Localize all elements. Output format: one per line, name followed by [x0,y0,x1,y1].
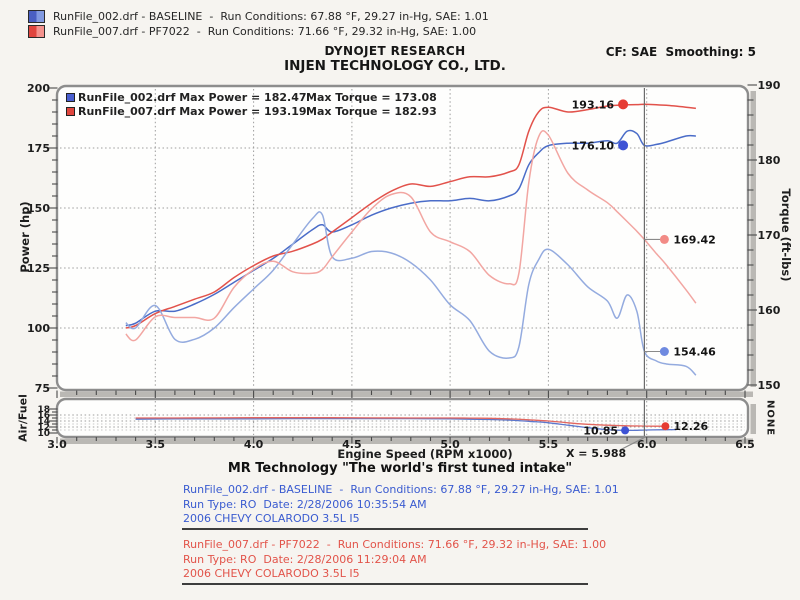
cursor-value-annotations: 193.16 176.10 169.42 154.46 10.85 12.26 [572,98,717,437]
torque-tick-label: 170 [758,229,781,242]
af-tick-label: 16 [37,411,50,421]
run1-mini-swatch [66,93,75,103]
run1-color-swatch [28,10,45,23]
curve-runfile-007-drf-torque [125,130,697,342]
run2-file-label: RunFile_007.drf [78,104,176,118]
torque-axis-title: Torque (ft-lbs) [779,188,793,282]
correction-smoothing-label: CF: SAE Smoothing: 5 [605,45,756,59]
value-dot-10.85 [621,426,630,435]
report-title-line2: INJEN TECHNOLOGY CO., LTD. [284,58,506,74]
run2-conditions-line: RunFile_007.drf - PF7022 - Run Condition… [183,538,607,551]
run1-info-block: RunFile_002.drf - BASELINE - Run Conditi… [183,483,619,527]
none-axis-title: NONE [764,399,776,437]
run2-max-power-label: Max Power = 193.19 [179,104,307,118]
divider-rule-bottom [182,583,588,585]
power-tick-label: 150 [27,202,50,215]
max-values-legend: RunFile_002.drf Max Power = 182.47 Max T… [66,91,437,118]
x-tick-label: 3.0 [47,438,67,451]
divider-rule-top [182,528,588,530]
run2-date-line: Run Type: RO Date: 2/28/2006 11:29:04 AM [183,552,427,566]
value-label-154.46: 154.46 [673,346,716,359]
power-tick-label: 75 [35,382,50,395]
run2-info-block: RunFile_007.drf - PF7022 - Run Condition… [183,538,606,582]
curve-runfile-002-drf-power [125,129,696,327]
value-label-10.85: 10.85 [583,424,618,437]
max-values-row-run2: RunFile_007.drf Max Power = 193.19 Max T… [66,105,437,119]
value-dot-154.46 [659,347,669,356]
run1-max-power-label: Max Power = 182.47 [179,91,307,105]
run2-color-swatch [28,25,45,38]
air-fuel-axis-title: Air/Fuel [16,394,30,442]
x-tick-label: 6.5 [735,438,755,451]
legend-row-pf7022: RunFile_007.drf - PF7022 - Run Condition… [28,24,489,39]
run2-legend-text: RunFile_007.drf - PF7022 - Run Condition… [53,25,477,38]
power-tick-label: 175 [27,142,50,155]
run1-legend-text: RunFile_002.drf - BASELINE - Run Conditi… [53,10,489,23]
x-tick-label: 5.0 [440,438,460,451]
torque-tick-label: 150 [758,379,781,392]
power-tick-label: 200 [27,82,50,95]
af-tick-label: 12 [37,423,50,433]
value-label-169.42: 169.42 [673,233,715,246]
value-dot-12.26 [661,422,670,431]
max-values-row-run1: RunFile_002.drf Max Power = 182.47 Max T… [66,91,437,105]
af-tick-label: 14 [37,417,50,427]
run1-vehicle-line: 2006 CHEVY COLARODO 3.5L I5 [183,512,360,525]
torque-tick-label: 160 [758,304,781,317]
run1-file-label: RunFile_002.drf [78,91,176,105]
cursor-label-leader [619,436,645,451]
axis-ticks [48,84,757,444]
mr-technology-tagline: MR Technology "The world's first tuned i… [227,461,573,476]
run2-max-torque-label: Max Torque = 182.93 [306,104,437,118]
value-dot-193.16 [618,99,629,110]
torque-tick-label: 180 [758,154,781,167]
x-tick-label: 6.0 [637,438,657,451]
curve-runfile-007-drf-air-fuel [135,417,667,427]
value-dot-176.10 [618,140,629,151]
run2-vehicle-line: 2006 CHEVY COLARODO 3.5L I5 [183,567,360,580]
x-tick-label: 5.5 [539,438,559,451]
value-dot-169.42 [659,234,669,244]
af-tick-label: 18 [37,405,50,415]
report-title-line1: DYNOJET RESEARCH [324,44,466,58]
x-tick-label: 3.5 [146,438,166,451]
run1-max-torque-label: Max Torque = 173.08 [306,91,437,105]
torque-tick-label: 190 [758,79,781,92]
value-label-193.16: 193.16 [572,98,615,111]
value-label-176.10: 176.10 [572,139,615,152]
run2-mini-swatch [66,106,75,116]
power-axis-title: Power (hp) [18,201,32,273]
run1-conditions-line: RunFile_002.drf - BASELINE - Run Conditi… [183,483,619,496]
af-tick-label: 10 [37,429,50,439]
axis-tick-labels: 3.0 3.5 4.0 4.5 5.0 5.5 6.0 6.5 200 175 150 125 100 7… [27,79,781,451]
x-tick-label: 4.0 [244,438,264,451]
cursor-position-label: X = 5.988 [566,447,627,460]
legend-row-baseline: RunFile_002.drf - BASELINE - Run Conditi… [28,9,489,24]
curve-runfile-002-drf-torque [125,211,697,376]
power-torque-panel [55,84,756,397]
run1-date-line: Run Type: RO Date: 2/28/2006 10:35:54 AM [183,497,427,511]
power-tick-label: 100 [27,322,50,335]
power-tick-label: 125 [27,262,50,275]
x-tick-label: 4.5 [342,438,362,451]
x-axis-title: Engine Speed (RPM x1000) [337,447,513,461]
run-legend: RunFile_002.drf - BASELINE - Run Conditi… [28,9,489,39]
value-label-12.26: 12.26 [673,420,708,433]
